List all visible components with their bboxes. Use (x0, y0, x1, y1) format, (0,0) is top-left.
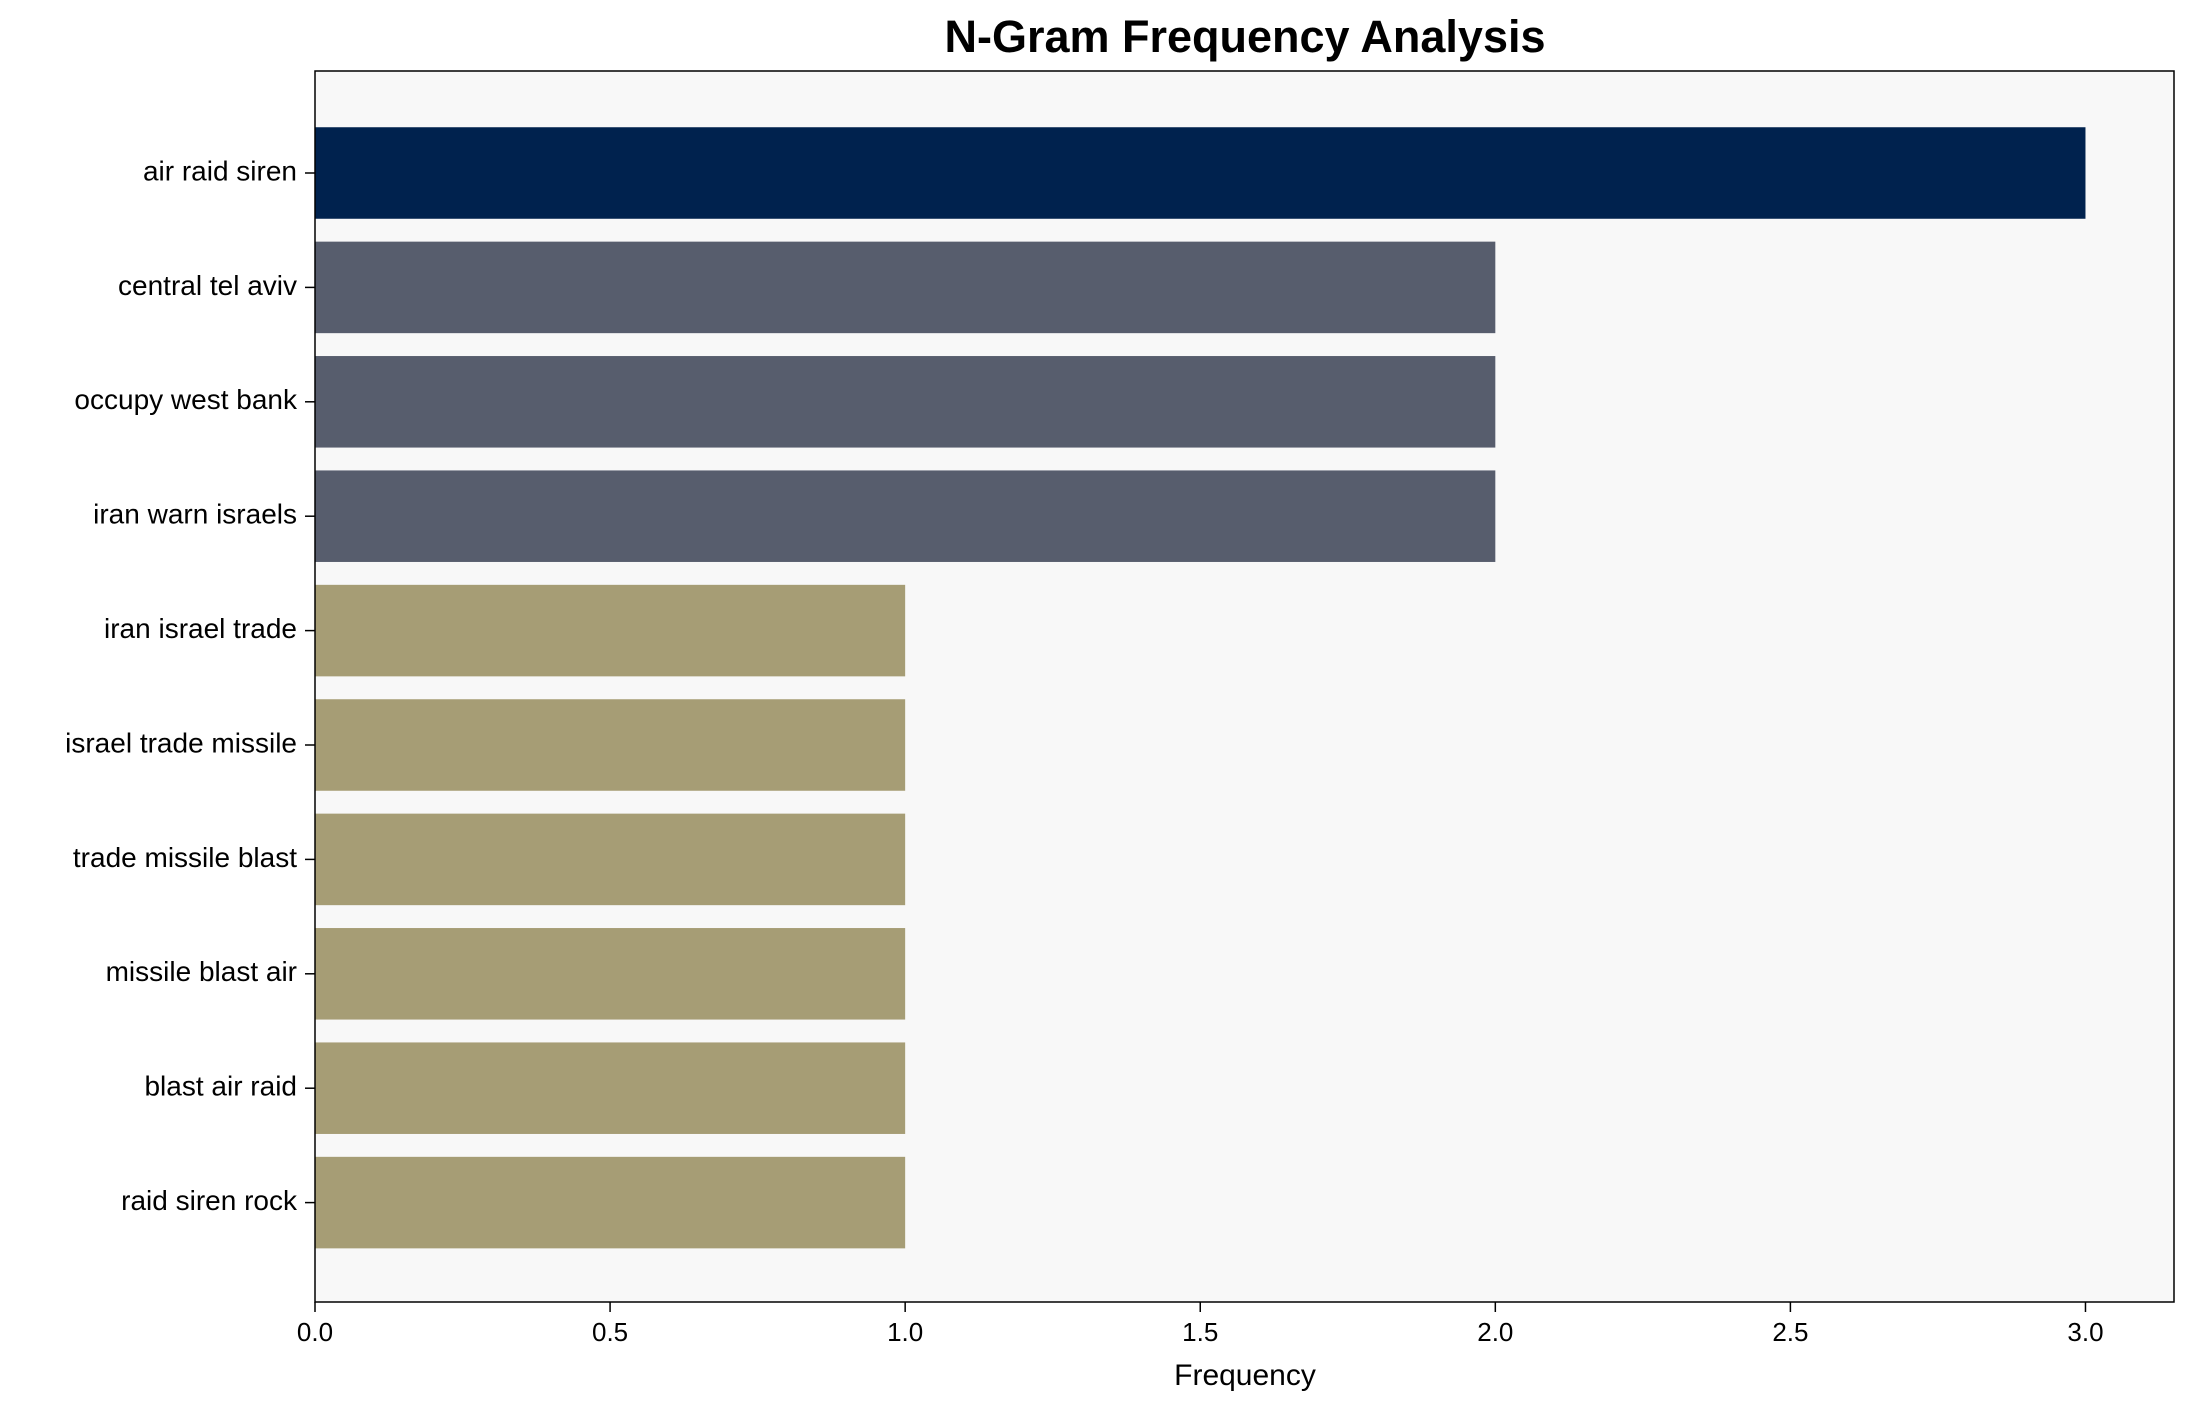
plot-frame (314, 70, 2175, 1303)
bar (315, 356, 1496, 448)
bar (315, 1042, 906, 1134)
bar (315, 584, 906, 677)
bar (315, 813, 906, 906)
y-tick-label: blast air raid (144, 1071, 297, 1102)
bar (315, 470, 1496, 562)
y-tick-label: trade missile blast (73, 842, 297, 873)
y-tick-label: central tel aviv (118, 270, 297, 301)
bar (315, 1156, 906, 1249)
y-tick-label: iran warn israels (93, 499, 297, 530)
y-tick-label: missile blast air (106, 956, 297, 987)
x-axis-label: Frequency (1174, 1359, 1316, 1392)
bar (315, 699, 906, 791)
y-tick-label: raid siren rock (121, 1185, 298, 1216)
x-tick-label: 0.0 (297, 1317, 333, 1347)
x-tick-label: 1.0 (887, 1317, 923, 1347)
bar (315, 127, 2086, 219)
bar (315, 928, 906, 1020)
bar (315, 241, 1496, 334)
x-tick-label: 1.5 (1182, 1317, 1218, 1347)
y-tick-label: iran israel trade (104, 613, 297, 644)
y-tick-label: occupy west bank (74, 384, 298, 415)
x-tick-label: 2.0 (1477, 1317, 1513, 1347)
x-tick-label: 0.5 (592, 1317, 628, 1347)
x-tick-label: 3.0 (2067, 1317, 2103, 1347)
chart-title: N-Gram Frequency Analysis (944, 11, 1545, 62)
x-tick-label: 2.5 (1772, 1317, 1808, 1347)
y-tick-label: israel trade missile (65, 727, 297, 758)
y-tick-label: air raid siren (143, 155, 297, 186)
